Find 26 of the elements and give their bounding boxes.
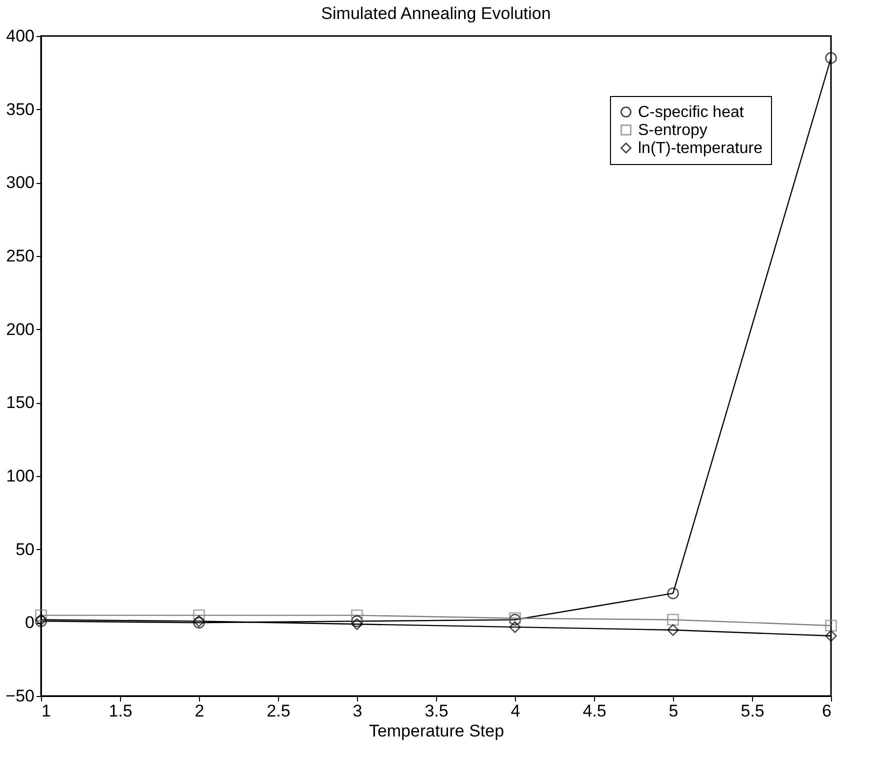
- x-tick-label: 5: [668, 702, 678, 720]
- y-tick-label: 100: [6, 466, 34, 486]
- legend-label: S-entropy: [638, 122, 708, 139]
- x-tick-label: 4.5: [582, 702, 606, 720]
- x-tick-label: 2: [194, 702, 204, 720]
- legend-label: C-specific heat: [638, 104, 744, 121]
- y-tick-label: 350: [6, 100, 34, 119]
- chart-title: Simulated Annealing Evolution: [321, 4, 551, 23]
- y-tick-label: −50: [6, 686, 34, 706]
- y-tick-label: 50: [16, 540, 34, 559]
- x-tick-label: 6: [822, 702, 832, 720]
- x-axis-title: Temperature Step: [368, 722, 504, 740]
- y-tick-label: 400: [6, 26, 34, 46]
- y-tick-label: 0: [25, 613, 34, 632]
- x-tick-label: 5.5: [740, 702, 764, 720]
- y-tick-label: 250: [6, 246, 34, 266]
- x-tick-label: 3.5: [424, 702, 448, 720]
- x-tick-label: 3: [352, 702, 362, 720]
- x-tick-label: 1.5: [108, 702, 132, 720]
- x-tick-label: 1: [42, 702, 51, 720]
- legend-label: ln(T)-temperature: [638, 140, 763, 157]
- x-tick-label: 2.5: [266, 702, 290, 720]
- y-tick-label: 150: [6, 393, 34, 412]
- x-tick-label: 4: [510, 702, 520, 720]
- y-tick-label: 200: [6, 320, 34, 339]
- y-tick-label: 300: [6, 173, 34, 192]
